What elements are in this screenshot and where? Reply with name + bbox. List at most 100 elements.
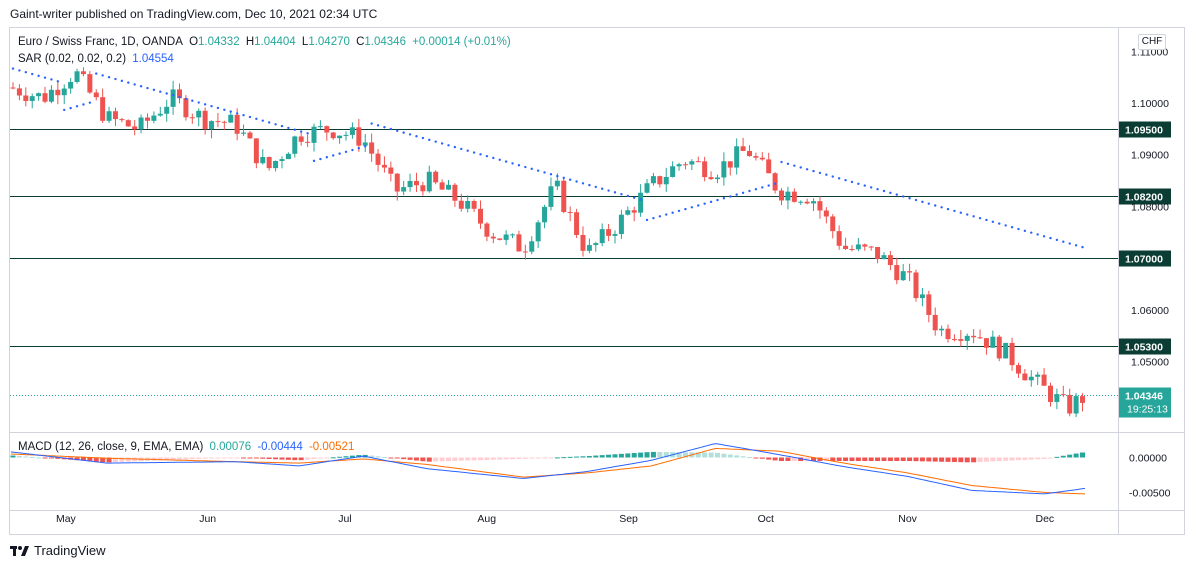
time-axis-label: May	[56, 513, 77, 525]
macd-histogram-bar	[497, 457, 503, 460]
sar-dot	[934, 204, 937, 207]
macd-histogram-bar	[753, 457, 759, 459]
candle-body	[285, 153, 291, 160]
candle	[407, 173, 413, 192]
candle	[644, 179, 650, 194]
macd-histogram-bar	[676, 452, 682, 458]
macd-histogram-bar	[343, 456, 349, 458]
sar-dot	[645, 218, 649, 222]
macd-histogram-bar	[721, 453, 727, 458]
candle-body	[804, 201, 810, 204]
sar-dot	[953, 209, 956, 213]
macd-hist-value: 0.00076	[209, 441, 252, 453]
sar-dot	[1049, 236, 1052, 240]
candle	[913, 269, 919, 302]
macd-histogram-bar	[478, 457, 484, 461]
candle-body	[817, 201, 823, 211]
sar-dot	[421, 136, 425, 140]
candle-body	[484, 223, 490, 237]
candle	[951, 334, 957, 342]
candle-body	[298, 136, 304, 142]
candle-body	[631, 210, 637, 213]
sar-dot	[344, 150, 348, 154]
candle-body	[74, 71, 80, 82]
sar-dot	[1055, 238, 1059, 242]
sar-dot	[472, 151, 476, 154]
candle	[862, 243, 868, 251]
macd-histogram-bar	[759, 457, 765, 459]
candle-body	[951, 339, 957, 341]
candle	[612, 230, 618, 244]
candle-body	[983, 338, 989, 348]
macd-histogram-bar	[112, 457, 118, 463]
sar-dot	[633, 196, 636, 199]
candle	[804, 198, 810, 205]
candle-body	[260, 157, 266, 164]
candle-body	[369, 142, 375, 154]
candle-body	[1073, 396, 1079, 414]
macd-histogram-bar	[881, 457, 887, 461]
candle	[144, 113, 150, 129]
candle-body	[1080, 396, 1086, 403]
tradingview-logo[interactable]: TradingView	[10, 543, 106, 558]
currency-badge[interactable]: CHF	[1138, 34, 1166, 50]
sar-dot	[562, 176, 565, 180]
sar-dot	[818, 171, 822, 175]
macd-histogram-bar	[458, 457, 464, 461]
macd-histogram-bar	[740, 456, 746, 458]
sar-dot	[722, 197, 726, 200]
macd-histogram-bar	[907, 457, 913, 462]
sar-dot	[453, 145, 457, 149]
price-tick-label: 1.10000	[1131, 98, 1169, 110]
sar-dot	[850, 180, 854, 184]
candle	[177, 83, 183, 104]
macd-histogram-bar	[939, 457, 945, 462]
candle	[112, 107, 118, 127]
macd-histogram-bar	[202, 457, 208, 459]
candle	[356, 118, 362, 152]
brand-name: TradingView	[34, 543, 106, 558]
candle	[779, 188, 785, 206]
candle-body	[439, 182, 445, 190]
macd-tick-label: -0.00500	[1129, 488, 1171, 500]
sar-dot	[1042, 235, 1046, 238]
candle-body	[567, 211, 573, 213]
candle-body	[727, 161, 733, 168]
macd-histogram-bar	[894, 457, 900, 461]
macd-histogram-bar	[170, 457, 176, 460]
macd-histogram-bar	[1054, 456, 1060, 458]
candle-body	[413, 180, 419, 186]
candle-body	[753, 156, 759, 158]
candle-body	[676, 164, 682, 167]
sar-dot	[908, 197, 911, 200]
candle	[87, 71, 93, 94]
sar-dot	[741, 191, 745, 195]
high-label: H	[245, 36, 255, 48]
sar-dot	[114, 77, 117, 81]
price-tick-label: 1.06000	[1131, 305, 1169, 317]
macd-histogram-bar	[221, 457, 227, 459]
candle-body	[221, 121, 227, 123]
sar-dot	[921, 200, 924, 204]
macd-histogram-bar	[977, 457, 983, 462]
candle-body	[106, 111, 112, 121]
candle-body	[215, 121, 221, 123]
candle	[189, 113, 195, 124]
sar-dot	[203, 103, 207, 106]
sar-dot	[652, 216, 655, 220]
candle	[939, 325, 945, 337]
candle	[599, 223, 605, 247]
candle-body	[170, 89, 176, 107]
candle	[151, 111, 157, 124]
macd-histogram-bar	[48, 457, 54, 459]
sar-dot	[101, 74, 104, 77]
sar-dot	[383, 125, 386, 129]
candle-body	[234, 114, 240, 134]
candle-body	[23, 95, 29, 101]
candle	[16, 84, 22, 101]
sar-dot	[889, 191, 892, 195]
candle-body	[887, 255, 893, 266]
macd-histogram-bar	[779, 457, 785, 461]
candle-body	[433, 171, 439, 183]
